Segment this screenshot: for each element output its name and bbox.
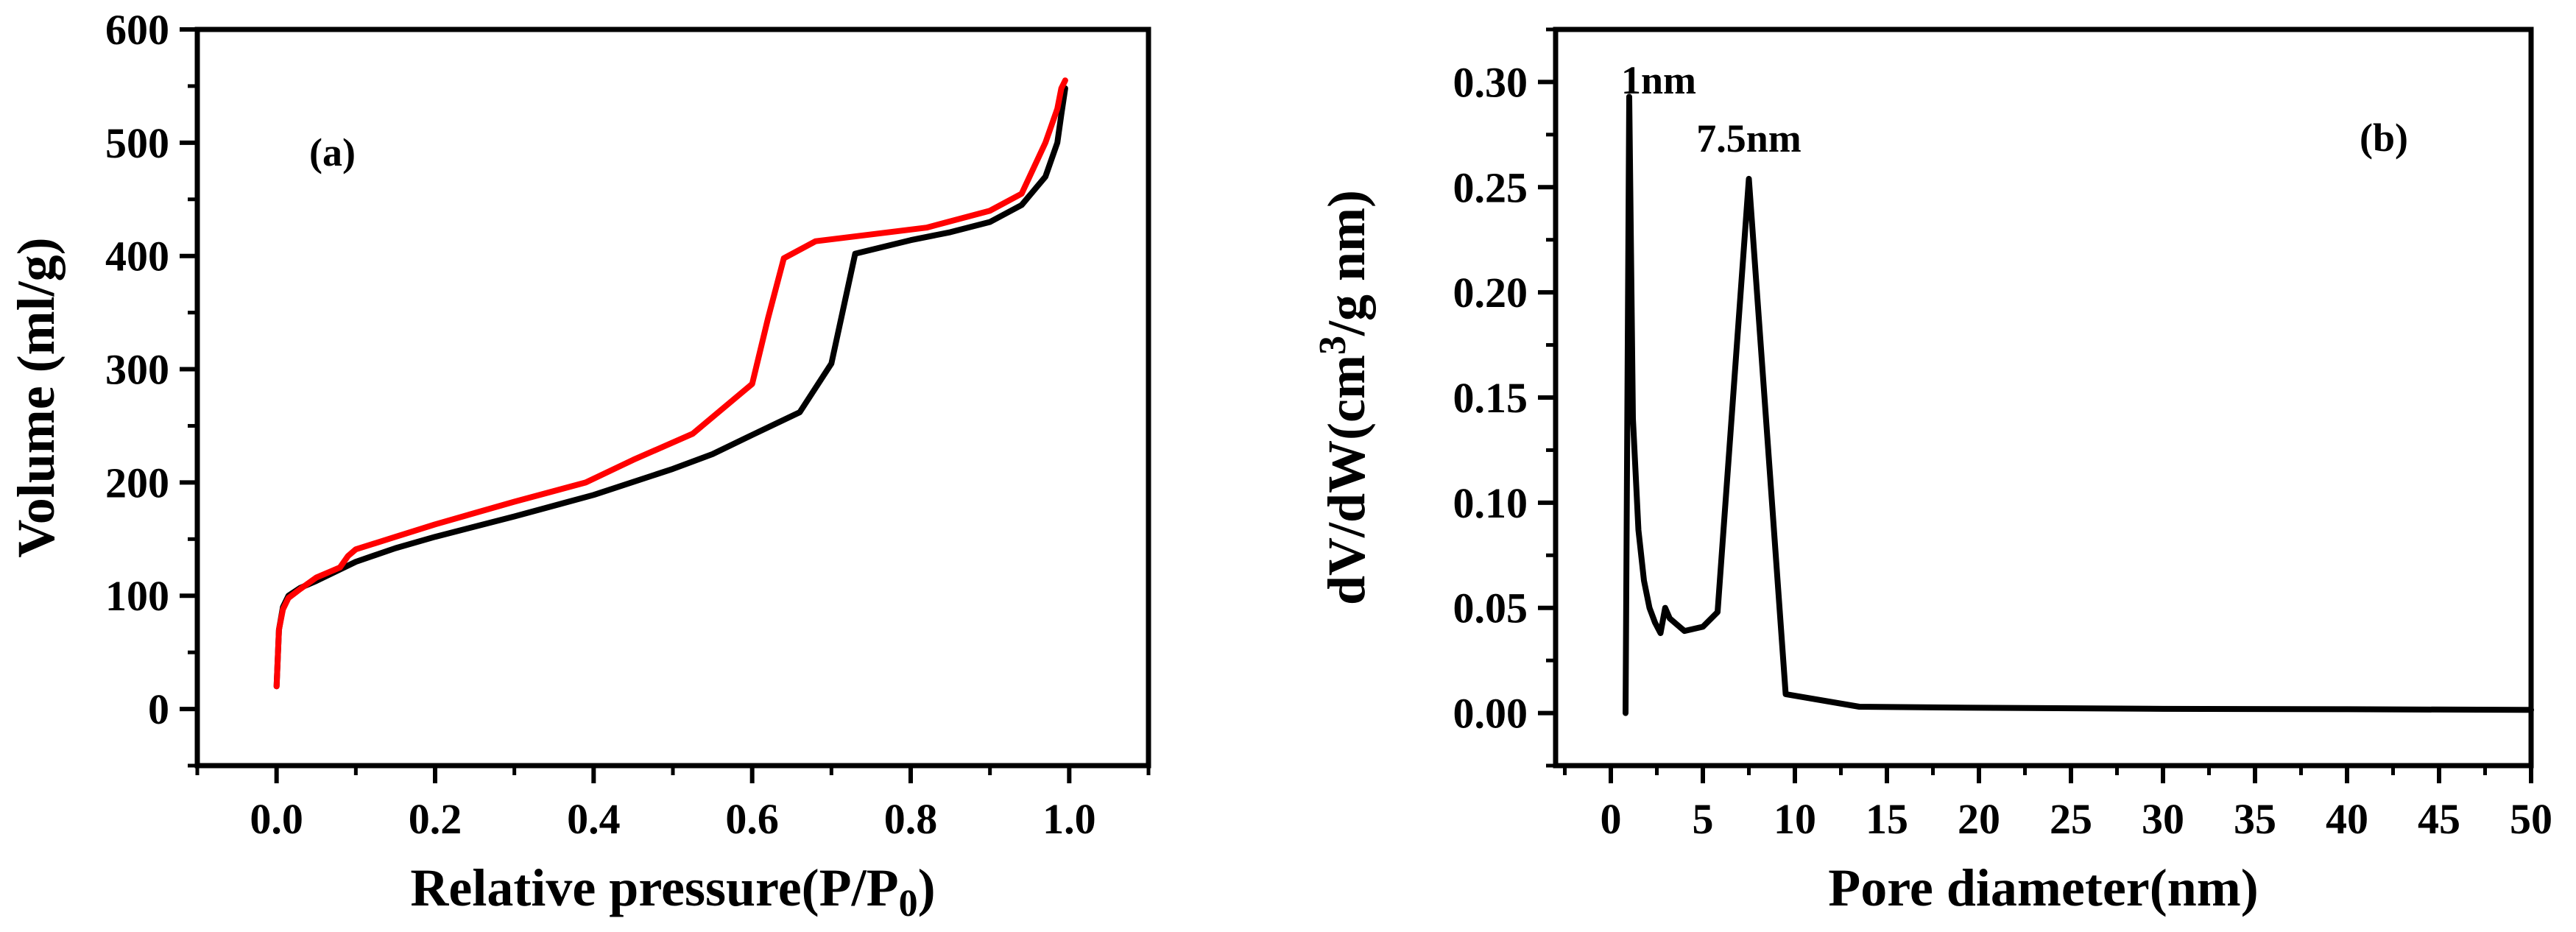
panel-b-x-tick-label: 30: [2142, 795, 2184, 843]
panel-b-x-tick-label: 5: [1693, 795, 1714, 843]
panel-b-y-axis-label-superscript: 3: [1312, 336, 1354, 355]
panel-a-y-tick-label: 100: [105, 572, 169, 620]
panel-b-y-axis-label: dV/dW(cm3/g nm): [1312, 190, 1376, 605]
panel-b-x-tick-label: 25: [2050, 795, 2092, 843]
panel-b-x-tick-label: 45: [2418, 795, 2460, 843]
panel-b-y-tick-label: 0.20: [1453, 269, 1528, 317]
panel-a-x-axis-label-subscript: 0: [899, 883, 918, 925]
panel-b-x-tick-label: 0: [1601, 795, 1622, 843]
panel-b-x-tick-label: 40: [2326, 795, 2368, 843]
panel-b-y-axis-label-tail: /g nm): [1317, 190, 1376, 336]
panel-a-curves: [273, 77, 1068, 690]
panel-a-y-tick-label: 300: [105, 346, 169, 394]
panel-a-y-tick-label: 0: [148, 685, 169, 733]
panel-b-series-pore-size-distribution: [1623, 93, 2534, 716]
panel-a-series-adsorption: [273, 85, 1068, 690]
panel-a-x-axis-label-main: Relative pressure(P/P: [410, 858, 898, 917]
panel-b-peak-annotation-1nm: 1nm: [1621, 58, 1696, 102]
panel-b-x-axis-label: Pore diameter(nm): [1828, 858, 2258, 917]
panel-b-x-tick-label: 20: [1958, 795, 2000, 843]
panel-a-ticks: 0.0 0.2 0.4 0.6 0.8 1.0 0 100 200 300 400 500 600: [105, 6, 1151, 843]
panel-b-x-tick-label: 10: [1774, 795, 1816, 843]
panel-b-y-tick-label: 0.15: [1453, 374, 1528, 422]
panel-b-ticks: 0 5 10 15 20 25 30 35 40 45 50 0.00 0.05 0.10 0.15 0.20…: [1453, 27, 2552, 843]
panel-b-y-tick-label: 0.00: [1453, 690, 1528, 738]
panel-b-y-tick-label: 0.30: [1453, 58, 1528, 106]
panel-b-curves: [1623, 93, 2534, 716]
panel-b-y-axis-label-main: dV/dW(cm: [1317, 355, 1376, 605]
panel-a-x-tick-label: 0.4: [567, 795, 621, 843]
panel-b-peak-annotation-7-5nm: 7.5nm: [1696, 116, 1802, 160]
panel-a-series-desorption: [273, 77, 1068, 690]
panel-b-x-tick-label: 15: [1866, 795, 1908, 843]
panel-b-pore-distribution: 0 5 10 15 20 25 30 35 40 45 50 0.00 0.05 0.10 0.15 0.20…: [1312, 27, 2552, 917]
panel-a-x-tick-label: 1.0: [1042, 795, 1096, 843]
panel-a-y-tick-label: 600: [105, 6, 169, 54]
panel-a-x-tick-label: 0.0: [250, 795, 303, 843]
panel-a-x-axis-label: Relative pressure(P/P0): [410, 858, 935, 925]
panel-b-label: (b): [2360, 116, 2408, 160]
panel-a-isotherm: 0.0 0.2 0.4 0.6 0.8 1.0 0 100 200 300 400 500 600 (a…: [7, 6, 1151, 925]
panel-b-y-tick-label: 0.05: [1453, 585, 1528, 632]
panel-b-y-tick-label: 0.10: [1453, 479, 1528, 527]
panel-b-x-tick-label: 50: [2510, 795, 2552, 843]
panel-a-x-tick-label: 0.6: [725, 795, 779, 843]
panel-a-y-tick-label: 400: [105, 233, 169, 280]
panel-a-y-tick-label: 500: [105, 119, 169, 167]
panel-a-x-axis-label-close: ): [918, 858, 936, 917]
panel-a-x-tick-label: 0.8: [884, 795, 938, 843]
panel-a-y-axis-label: Volume (ml/g): [7, 237, 66, 557]
panel-b-y-tick-label: 0.25: [1453, 163, 1528, 211]
panel-b-x-tick-label: 35: [2234, 795, 2276, 843]
panel-a-y-tick-label: 200: [105, 459, 169, 506]
panel-a-label: (a): [309, 130, 356, 174]
panel-a-x-tick-label: 0.2: [409, 795, 462, 843]
